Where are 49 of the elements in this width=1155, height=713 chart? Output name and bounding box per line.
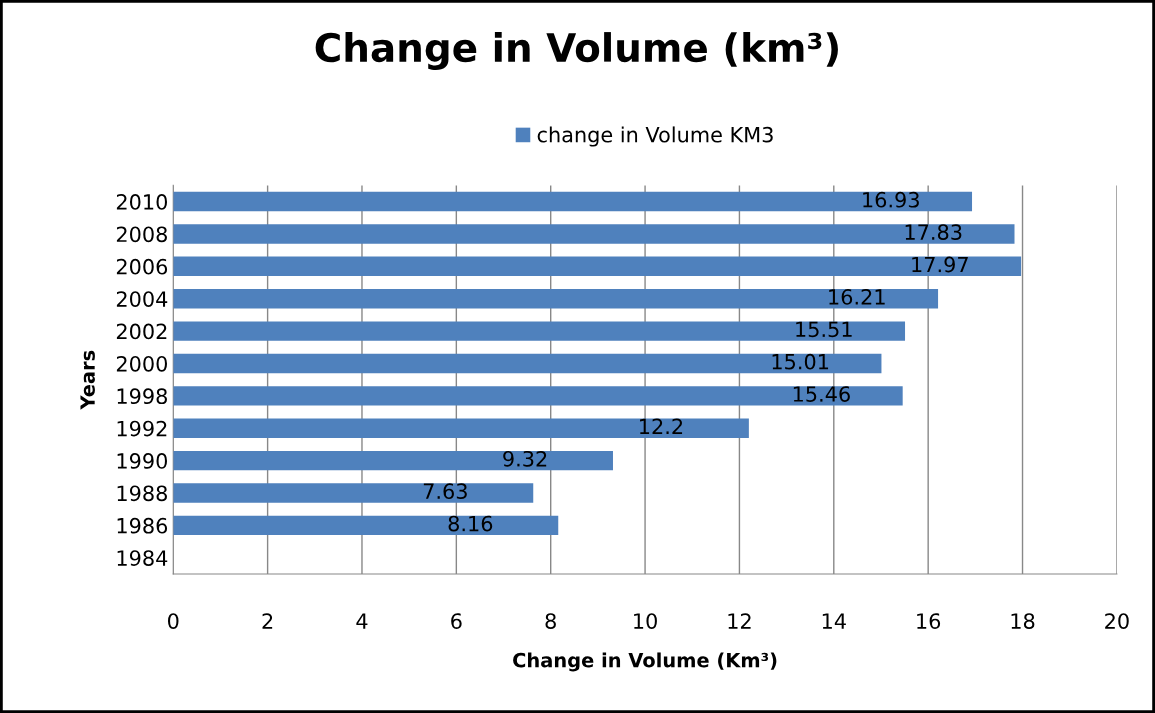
bar	[173, 224, 1015, 244]
bar	[173, 256, 1022, 277]
y-axis-title: Years	[80, 350, 95, 410]
bar	[173, 450, 613, 471]
y-tick-label: 1998	[117, 388, 167, 405]
data-label: 9.32	[503, 450, 547, 467]
bar	[173, 191, 973, 212]
data-label: 15.51	[796, 321, 852, 338]
x-axis-title: Change in Volume (Km³)	[513, 652, 777, 672]
x-tick-label: 4	[356, 613, 368, 629]
x-tick-label: 14	[822, 613, 846, 629]
data-label: 16.21	[829, 289, 885, 305]
data-label: 17.97	[912, 256, 968, 273]
data-label: 15.46	[793, 386, 850, 402]
y-tick-label: 2006	[116, 258, 168, 275]
data-label: 12.2	[640, 418, 683, 434]
y-tick-label: 1988	[117, 485, 167, 502]
x-tick-label: 2	[262, 613, 273, 629]
bar	[173, 515, 559, 536]
y-tick-label: 2008	[116, 226, 167, 243]
x-tick-label: 10	[634, 613, 657, 629]
bar	[173, 321, 906, 341]
data-label: 7.63	[423, 483, 467, 500]
legend-label: change in Volume KM3	[537, 126, 773, 147]
bar	[173, 353, 882, 374]
y-tick-label: 2010	[116, 194, 167, 210]
y-tick-label: 1984	[117, 550, 168, 566]
bar	[173, 386, 903, 406]
x-tick-label: 12	[728, 613, 751, 629]
x-tick-label: 0	[168, 613, 179, 629]
bar	[173, 289, 939, 309]
y-tick-label: 2000	[116, 355, 167, 372]
x-tick-label: 18	[1011, 613, 1035, 629]
y-tick-label: 1986	[117, 517, 168, 534]
y-tick-label: 2004	[116, 291, 168, 307]
data-label: 8.16	[448, 515, 493, 532]
x-tick-label: 6	[451, 613, 462, 629]
chart-title: Change in Volume (km³)	[315, 32, 838, 71]
bar	[173, 418, 749, 438]
x-tick-label: 16	[917, 613, 941, 629]
x-tick-label: 8	[545, 613, 556, 629]
y-tick-label: 1992	[117, 420, 167, 437]
y-tick-label: 2002	[116, 323, 167, 340]
bar	[173, 483, 534, 503]
x-tick-label: 20	[1105, 613, 1129, 629]
y-tick-label: 1990	[117, 453, 167, 469]
data-label: 16.93	[863, 191, 919, 208]
data-label: 15.01	[772, 353, 829, 370]
data-label: 17.83	[905, 224, 962, 240]
